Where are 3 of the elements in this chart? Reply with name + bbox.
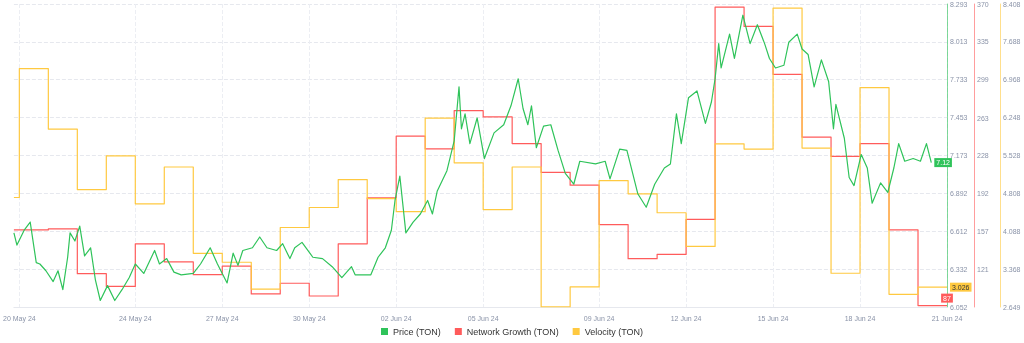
legend-label: Velocity (TON)	[584, 326, 644, 337]
legend-label: Network Growth (TON)	[466, 326, 559, 337]
legend-label: Price (TON)	[392, 326, 441, 337]
